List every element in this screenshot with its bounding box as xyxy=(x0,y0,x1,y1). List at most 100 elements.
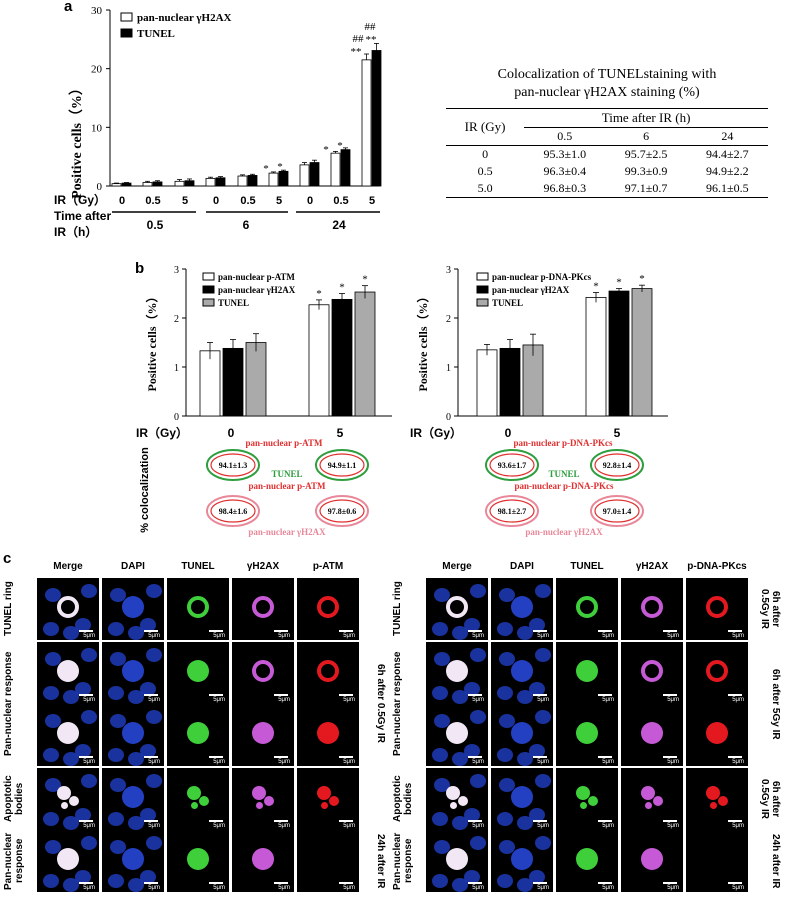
bar xyxy=(152,181,163,187)
panel-a-label: a xyxy=(64,0,73,15)
time-group: 24 xyxy=(332,218,346,232)
bar xyxy=(215,177,226,187)
scale-label: 5μm xyxy=(83,633,95,639)
sig-mark: * xyxy=(263,163,269,175)
ring-value: 92.8±1.4 xyxy=(603,461,631,470)
table-cell: 94.4±2.7 xyxy=(706,147,749,161)
table-cell: 5.0 xyxy=(477,181,493,195)
scale-label: 5μm xyxy=(148,885,160,891)
micrograph: 5μm xyxy=(426,768,488,830)
time-group: 6 xyxy=(243,218,250,232)
micrograph: 5μm xyxy=(686,830,748,892)
scale-label: 5μm xyxy=(148,633,160,639)
right-header: p-DNA-PKcs xyxy=(687,561,747,572)
y-tick-label: 0 xyxy=(174,412,179,423)
table-row: 0.5 96.3±0.4 99.3±0.9 94.9±2.2 xyxy=(446,163,768,180)
table-row: 0 95.3±1.0 95.7±2.5 94.4±2.7 xyxy=(446,146,768,164)
condition-label: 6h after 0.5Gy IR xyxy=(375,663,386,743)
ring-inner xyxy=(319,499,365,523)
micrograph: 5μm xyxy=(686,578,748,640)
row-label: Apoptotic bodies xyxy=(392,775,414,823)
legend-gh2ax-b2: pan-nuclear γH2AX xyxy=(492,285,570,295)
scale-label: 5μm xyxy=(472,823,484,829)
micrograph: 5μm xyxy=(167,830,229,892)
right-header: γH2AX xyxy=(635,561,669,572)
micrograph: 5μm xyxy=(491,642,553,704)
bar xyxy=(361,59,372,187)
bar xyxy=(174,180,185,187)
right-mid-label: TUNEL xyxy=(548,469,579,479)
col-group-header: Time after IR (h) xyxy=(524,108,768,128)
y-tick-label: 1 xyxy=(446,363,451,374)
micrograph: 5μm xyxy=(621,642,683,704)
y-tick-label: 30 xyxy=(91,5,103,17)
legend-pdnapkcs: pan-nuclear p-DNA-PKcs xyxy=(492,272,592,282)
legend-tunel-b2: TUNEL xyxy=(492,298,523,308)
micrograph: 5μm xyxy=(232,578,294,640)
table-cell: 99.3±0.9 xyxy=(624,164,668,178)
scale-label: 5μm xyxy=(343,823,355,829)
bar xyxy=(268,172,279,187)
y-tick-label: 10 xyxy=(91,122,103,134)
micrograph: 5μm xyxy=(491,578,553,640)
bar xyxy=(371,50,382,187)
left-top-label: pan-nuclear p-ATM xyxy=(246,438,323,448)
y-tick-label: 3 xyxy=(446,265,451,276)
b-right-ir-5: 5 xyxy=(614,426,621,440)
legend-patm: pan-nuclear p-ATM xyxy=(218,272,295,282)
row-label: Pan-nuclear response xyxy=(392,832,414,890)
ring-inner xyxy=(210,453,256,477)
right-mid-label-2: pan-nuclear p-DNA-PKcs xyxy=(514,481,614,491)
bar xyxy=(354,291,376,417)
ring-inner xyxy=(210,499,256,523)
table-cell: 95.7±2.5 xyxy=(624,147,668,161)
scale-label: 5μm xyxy=(148,697,160,703)
micrograph: 5μm xyxy=(37,578,99,640)
micrograph: 5μm xyxy=(167,642,229,704)
table-cell: 96.1±0.5 xyxy=(706,181,749,195)
table-cell: 96.3±0.4 xyxy=(543,164,587,178)
left-header: γH2AX xyxy=(246,561,280,572)
scale-label: 5μm xyxy=(472,633,484,639)
scale-label: 5μm xyxy=(667,823,679,829)
scale-label: 5μm xyxy=(732,633,744,639)
row-label: Apoptotic bodies xyxy=(3,775,25,823)
condition-label: 24h after IR xyxy=(770,833,781,889)
micrograph: 5μm xyxy=(167,578,229,640)
ring-outer xyxy=(315,449,369,481)
sig-star: * xyxy=(362,274,368,286)
scale-label: 5μm xyxy=(213,633,225,639)
ring-value: 98.1±2.7 xyxy=(498,507,526,516)
table-cell: 97.1±0.7 xyxy=(624,181,668,195)
row-header: IR (Gy) xyxy=(464,119,506,134)
table-cell: 0 xyxy=(482,147,489,161)
sig-mark: * xyxy=(337,140,343,152)
micrograph: 5μm xyxy=(37,830,99,892)
ring-value: 94.1±1.3 xyxy=(219,461,247,470)
scale-label: 5μm xyxy=(278,759,290,765)
scale-label: 5μm xyxy=(343,759,355,765)
scale-label: 5μm xyxy=(732,697,744,703)
bar xyxy=(476,349,498,417)
scale-label: 5μm xyxy=(602,633,614,639)
panel-c-label: c xyxy=(3,550,12,567)
time-group: 0.5 xyxy=(147,218,164,232)
micrograph: 5μm xyxy=(556,830,618,892)
sig-star: * xyxy=(616,277,622,289)
scale-label: 5μm xyxy=(343,633,355,639)
micrograph: 5μm xyxy=(232,642,294,704)
ir-axis-label: IR（Gy） xyxy=(54,192,106,207)
ring-outer xyxy=(485,495,539,527)
y-tick-label: 0 xyxy=(446,412,451,423)
y-tick-label: 0 xyxy=(97,181,103,193)
ring-value: 98.4±1.6 xyxy=(219,507,247,516)
bar xyxy=(184,180,195,187)
ring-value: 97.0±1.4 xyxy=(603,507,631,516)
bar xyxy=(331,298,353,417)
table-cell: 0.5 xyxy=(477,164,493,178)
scale-label: 5μm xyxy=(667,697,679,703)
micrograph: 5μm xyxy=(37,768,99,830)
sig-star: * xyxy=(339,282,345,294)
legend-gh2ax-b: pan-nuclear γH2AX xyxy=(218,285,296,295)
scale-label: 5μm xyxy=(83,759,95,765)
